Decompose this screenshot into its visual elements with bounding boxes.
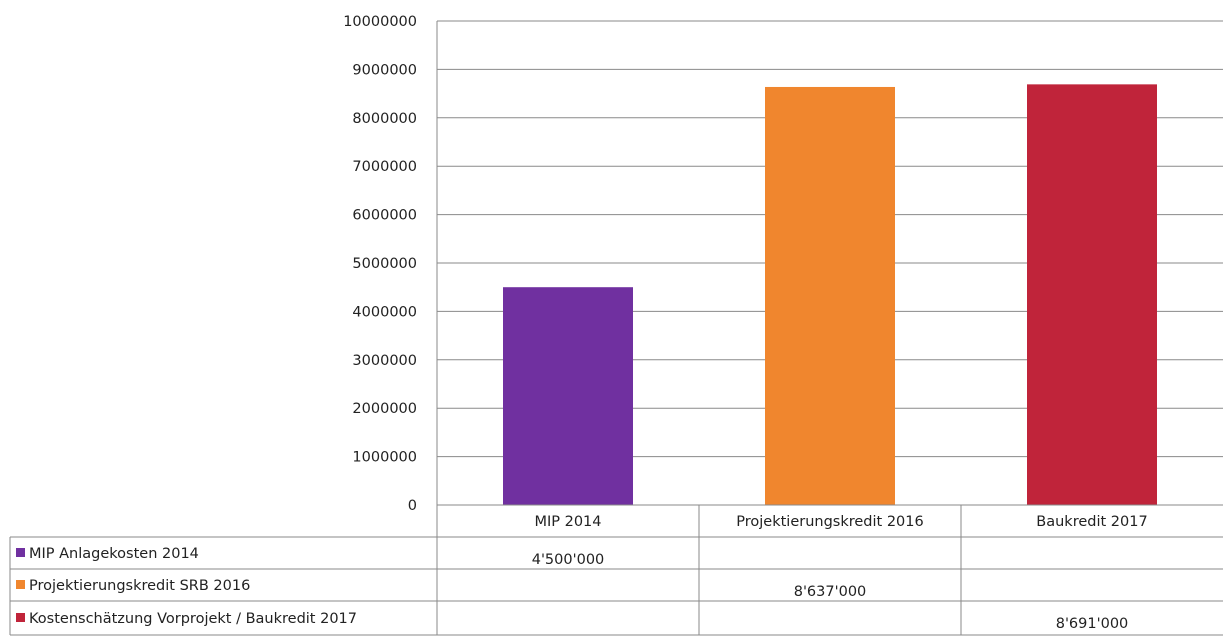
legend-swatch [16,548,25,557]
legend-label: Kostenschätzung Vorprojekt / Baukredit 2… [29,611,357,627]
y-tick-label: 0 [408,498,417,514]
bar [503,287,633,505]
y-tick-label: 4000000 [352,304,417,320]
data-table-value: 4'500'000 [532,552,605,568]
category-label: Baukredit 2017 [1036,514,1147,530]
y-tick-label: 10000000 [343,14,417,30]
y-axis-ticks: 0 1000000 2000000 3000000 4000000 5000000 6000… [343,14,417,514]
bars [503,84,1157,506]
bar [765,86,895,505]
legend-swatch [16,613,25,622]
bar [1027,84,1157,506]
y-tick-label: 3000000 [352,353,417,369]
data-table-value: 8'637'000 [794,584,867,600]
data-table: MIP 2014 Projektierungskredit 2016 Baukred… [9,504,1223,636]
legend-swatch [16,580,25,589]
y-tick-label: 1000000 [352,450,417,466]
data-table-value: 8'691'000 [1056,616,1129,632]
category-label: MIP 2014 [534,514,601,530]
y-tick-label: 7000000 [352,159,417,175]
legend-label: MIP Anlagekosten 2014 [29,546,199,562]
y-tick-label: 9000000 [352,62,417,78]
y-tick-label: 2000000 [352,401,417,417]
y-tick-label: 8000000 [352,111,417,127]
legend-label: Projektierungskredit SRB 2016 [29,578,250,594]
y-tick-label: 6000000 [352,208,417,224]
category-label: Projektierungskredit 2016 [736,514,923,530]
y-tick-label: 5000000 [352,256,417,272]
